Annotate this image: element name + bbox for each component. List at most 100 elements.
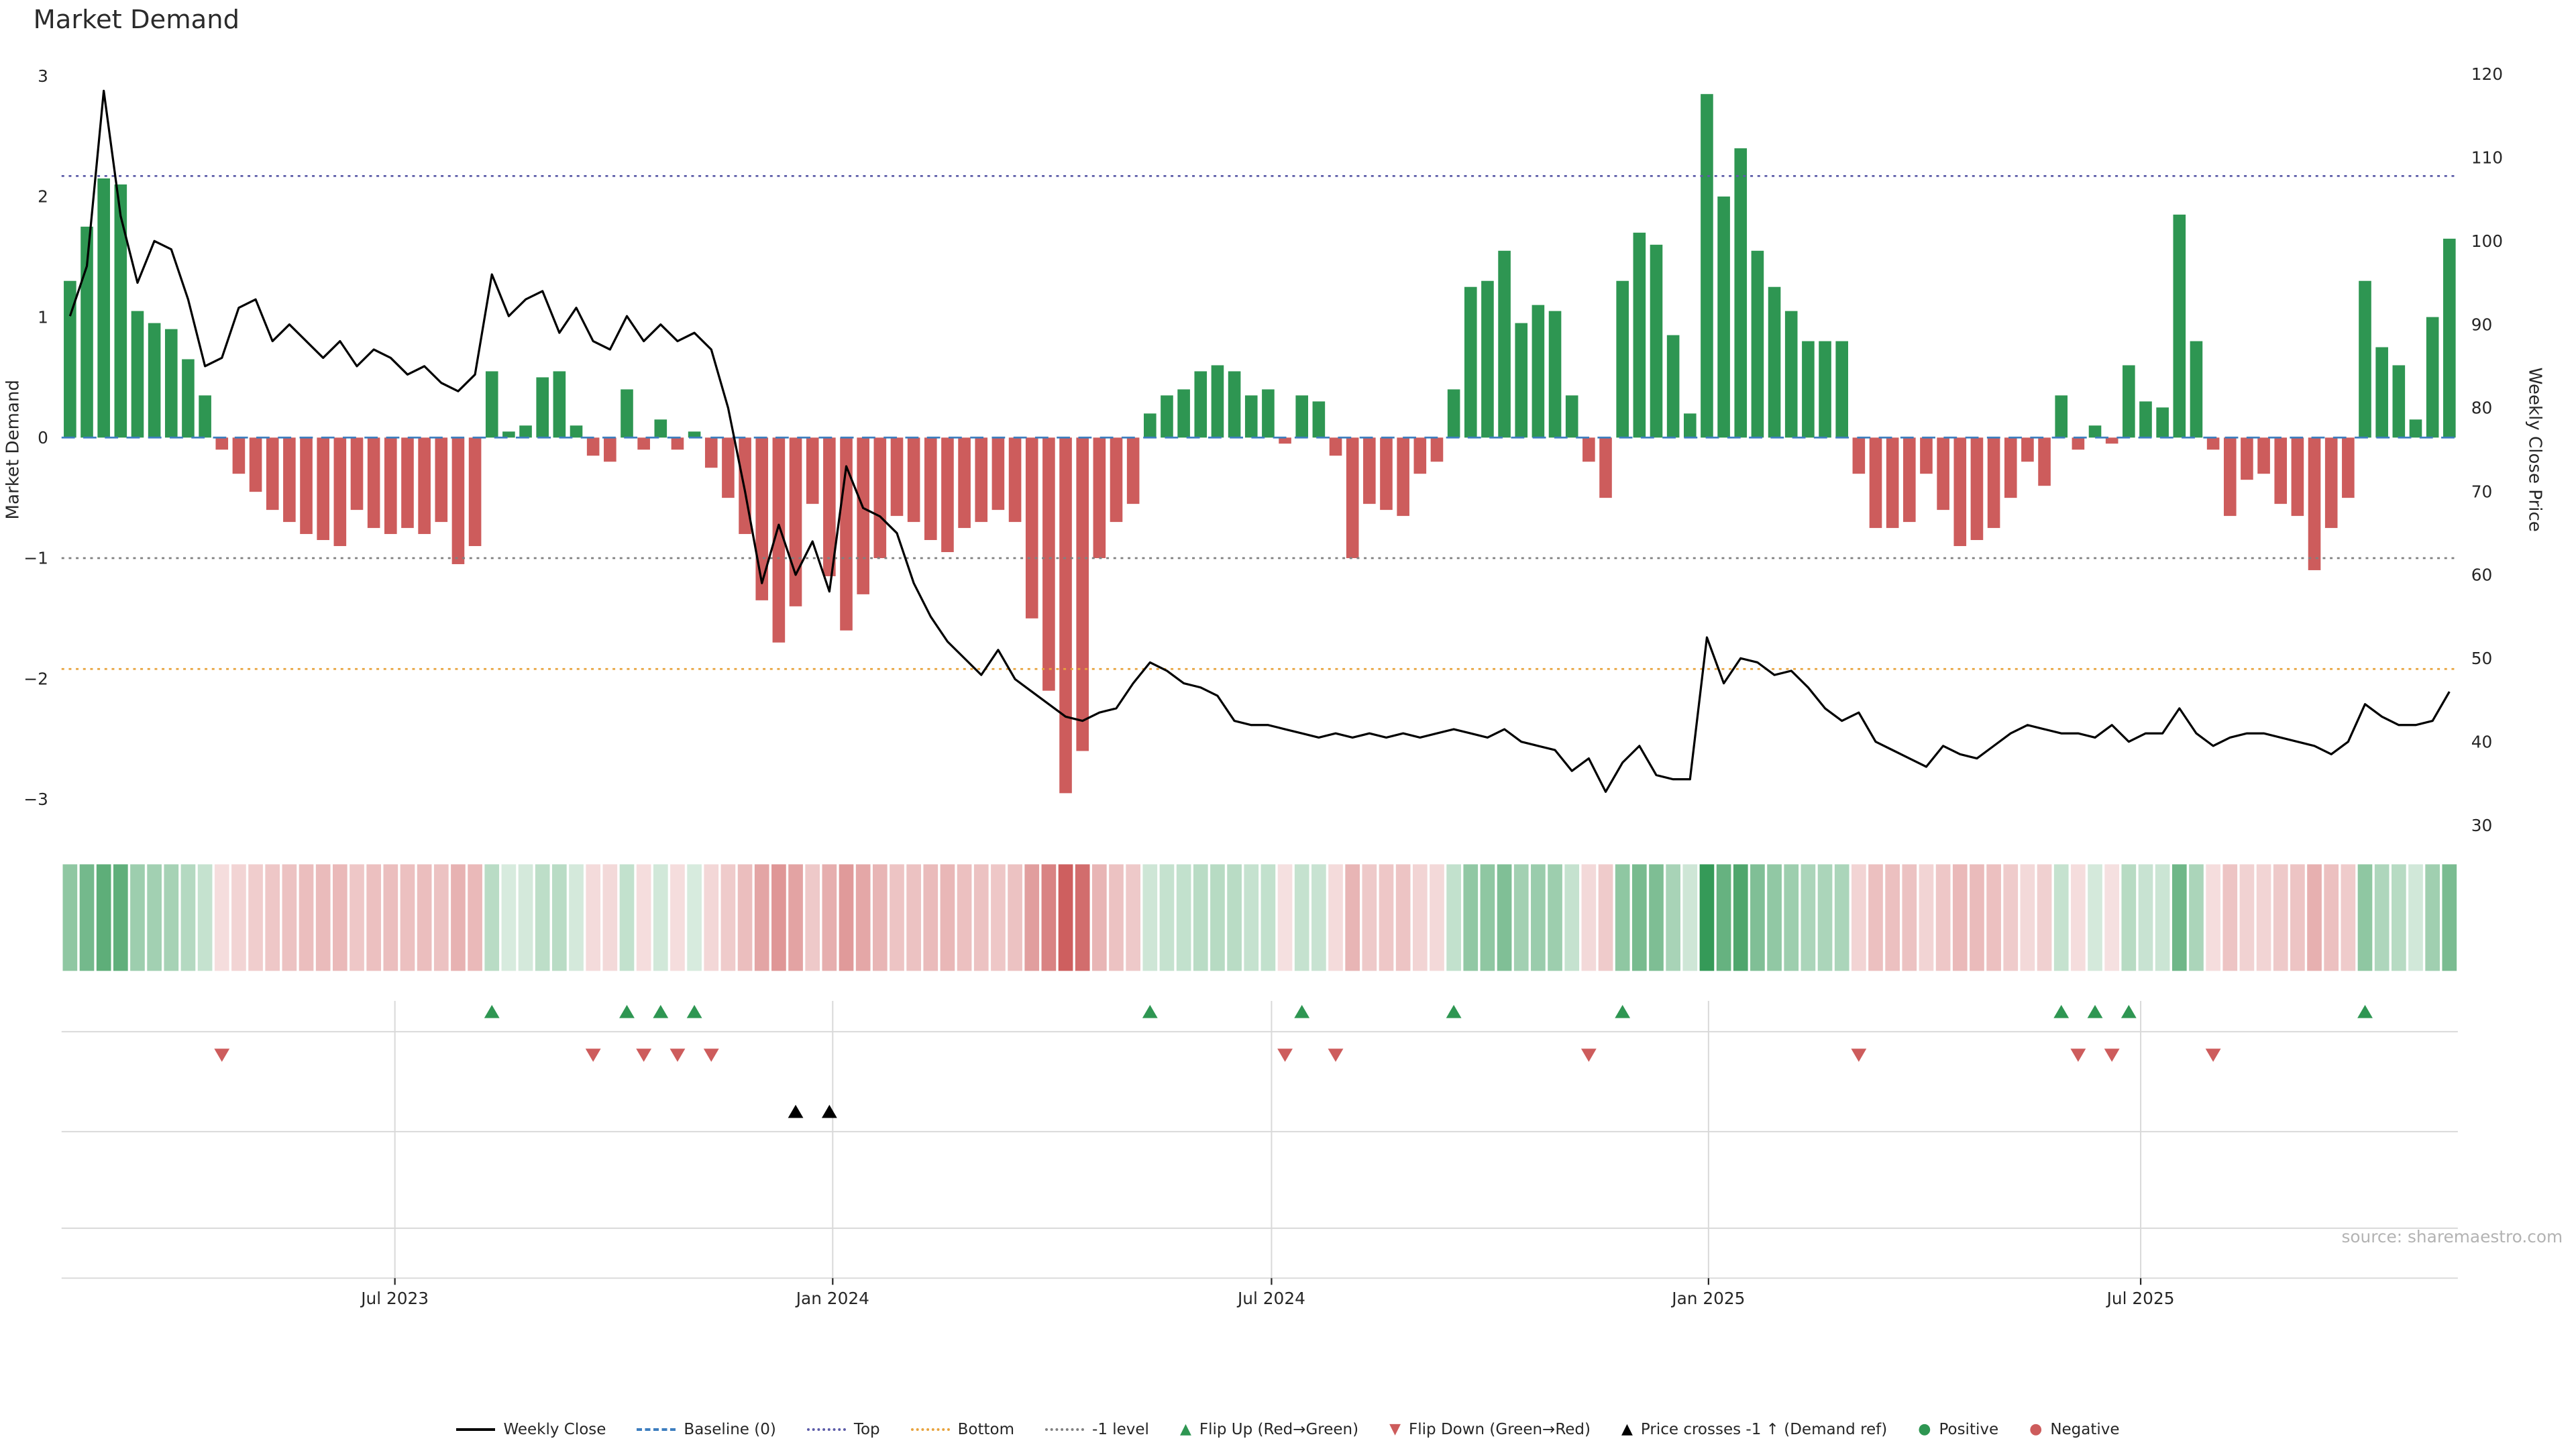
- demand-bar: [435, 437, 448, 523]
- heatmap-cell: [1395, 864, 1411, 971]
- left-tick-label: 0: [38, 428, 48, 447]
- heatmap-cell: [1227, 864, 1242, 971]
- demand-bar: [215, 437, 229, 450]
- demand-bar: [1717, 196, 1730, 438]
- heatmap-cell: [400, 864, 415, 971]
- right-tick-label: 90: [2471, 315, 2493, 334]
- flip-down-marker: [1851, 1049, 1867, 1062]
- x-tick-label: Jul 2024: [1236, 1289, 1305, 1308]
- demand-bar: [1802, 341, 1815, 438]
- demand-bar: [2105, 437, 2118, 444]
- heatmap-cell: [113, 864, 128, 971]
- heatmap-cell: [1210, 864, 1225, 971]
- heatmap-cell: [1716, 864, 1731, 971]
- demand-bar: [1886, 437, 1899, 529]
- demand-bar: [2038, 437, 2051, 486]
- heatmap-cell: [2324, 864, 2339, 971]
- demand-bar: [300, 437, 313, 535]
- flip-down-marker: [2205, 1049, 2221, 1062]
- demand-bar: [1312, 401, 1326, 438]
- flip-down-marker: [703, 1049, 719, 1062]
- demand-bar: [975, 437, 988, 523]
- demand-bar: [1920, 437, 1933, 474]
- heatmap-cell: [1513, 864, 1529, 971]
- heatmap-cell: [2071, 864, 2086, 971]
- heatmap-cell: [1919, 864, 1934, 971]
- axis-tick-labels: 3 2 1 0 −1 −2 −3 120 110 100 90 80 70 60 50 40 30 Jul 202…: [23, 64, 2503, 1308]
- demand-bar: [1126, 437, 1140, 504]
- flip-down-marker: [1580, 1049, 1597, 1062]
- demand-bar: [266, 437, 279, 511]
- demand-bar: [64, 280, 76, 438]
- demand-bar: [1464, 286, 1477, 438]
- flip-up-marker: [1615, 1004, 1631, 1018]
- demand-bar: [570, 425, 583, 438]
- line-solid-icon: [456, 1428, 496, 1431]
- triangle-down-icon: ▼: [1389, 1421, 1401, 1438]
- demand-bars: [64, 94, 2456, 794]
- demand-bar: [1616, 280, 1629, 438]
- heatmap-cell: [2222, 864, 2238, 971]
- left-tick-label: 1: [38, 307, 48, 327]
- demand-bar: [1329, 437, 1342, 456]
- legend-label: Flip Up (Red→Green): [1199, 1421, 1359, 1438]
- heatmap-cell: [2171, 864, 2187, 971]
- heatmap-cell: [366, 864, 382, 971]
- heatmap-cell: [2425, 864, 2440, 971]
- heatmap-cell: [1986, 864, 2001, 971]
- heatmap-cell: [1430, 864, 1444, 971]
- demand-bar: [1059, 437, 1072, 794]
- heatmap-cell: [2273, 864, 2288, 971]
- demand-bar: [2274, 437, 2288, 504]
- heatmap-cell: [1159, 864, 1175, 971]
- heatmap-cell: [1126, 864, 1140, 971]
- heatmap-cell: [433, 864, 449, 971]
- marker-panel-gridlines: [61, 1000, 2458, 1285]
- demand-bar: [1161, 395, 1173, 438]
- heatmap-cell: [805, 864, 820, 971]
- heatmap-cell: [872, 864, 888, 971]
- heatmap-cell: [2206, 864, 2220, 971]
- heatmap-cell: [1699, 864, 1715, 971]
- heatmap-cell: [1733, 864, 1748, 971]
- demand-bar: [2173, 214, 2186, 438]
- heatmap-cell: [923, 864, 938, 971]
- heatmap-cell: [231, 864, 246, 971]
- demand-bar: [1869, 437, 1882, 529]
- demand-bar: [1447, 389, 1460, 438]
- line-dotted-icon: [1045, 1428, 1085, 1431]
- demand-bar: [621, 389, 633, 438]
- demand-bar: [1784, 311, 1798, 438]
- demand-bar: [401, 437, 414, 529]
- line-dotted-icon: [910, 1428, 950, 1431]
- heatmap-cell: [1260, 864, 1276, 971]
- demand-bar: [1683, 413, 1697, 438]
- demand-bar: [1734, 148, 1748, 438]
- heatmap-cell: [754, 864, 769, 971]
- heatmap-cell: [1109, 864, 1124, 971]
- demand-bar: [1582, 437, 1595, 462]
- flip-down-marker: [1277, 1049, 1293, 1062]
- legend-label: Top: [853, 1421, 880, 1438]
- heatmap-cell: [1463, 864, 1479, 971]
- heatmap-cell: [2408, 864, 2423, 971]
- heatmap-cell: [1345, 864, 1360, 971]
- legend-item: Baseline (0): [637, 1421, 776, 1438]
- heatmap-cell: [1817, 864, 1833, 971]
- demand-bar: [2190, 341, 2203, 438]
- legend-label: Baseline (0): [684, 1421, 776, 1438]
- flip-up-marker: [2121, 1004, 2137, 1018]
- demand-bar: [114, 184, 127, 438]
- heatmap-cell: [299, 864, 314, 971]
- flip-down-marker: [2104, 1049, 2120, 1062]
- heatmap-cell: [2290, 864, 2305, 971]
- heatmap-cell: [315, 864, 331, 971]
- legend-label: -1 level: [1092, 1421, 1149, 1438]
- dot-icon: ●: [2029, 1421, 2043, 1438]
- demand-bar: [722, 437, 735, 498]
- demand-bar: [941, 437, 954, 552]
- heatmap-cell: [2341, 864, 2356, 971]
- heatmap-cell: [1750, 864, 1765, 971]
- legend-item: ▲ Flip Up (Red→Green): [1180, 1421, 1358, 1438]
- chart-title: Market Demand: [34, 5, 239, 35]
